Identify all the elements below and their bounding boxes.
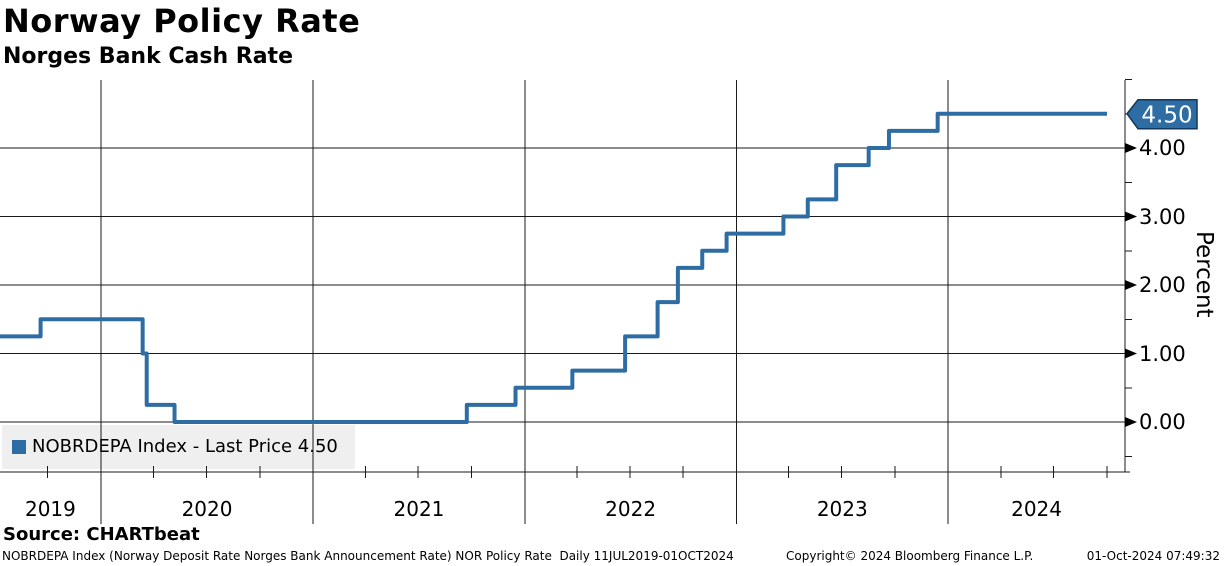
page-subtitle: Norges Bank Cash Rate: [3, 44, 293, 69]
legend-swatch-icon: [12, 440, 26, 454]
legend-label: NOBRDEPA Index - Last Price 4.50: [32, 436, 338, 457]
policy-rate-line: [0, 111, 1107, 424]
y-axis-tick-label: 0.00: [1139, 410, 1186, 434]
source-label: Source: CHARTbeat: [3, 524, 200, 545]
legend: NOBRDEPA Index - Last Price 4.50: [2, 425, 355, 469]
last-price-badge: [1126, 99, 1198, 130]
y-major-tick-arrow-icon: [1125, 348, 1137, 359]
x-axis-tick-label: 2019: [24, 497, 76, 521]
x-axis-tick-label: 2022: [605, 497, 657, 521]
x-axis-tick-label: 2021: [393, 497, 445, 521]
page-title: Norway Policy Rate: [3, 2, 361, 40]
y-major-tick-arrow-icon: [1125, 143, 1137, 153]
y-major-tick-arrow-icon: [1125, 211, 1137, 222]
footer-description: NOBRDEPA Index (Norway Deposit Rate Norg…: [2, 549, 734, 563]
y-axis-tick-label: 3.00: [1139, 204, 1186, 229]
x-axis-tick-label: 2023: [816, 497, 868, 521]
last-price-badge-label: 4.50: [1141, 102, 1192, 128]
y-axis-tick-label: 2.00: [1139, 273, 1186, 297]
y-axis-unit-label: Percent: [1191, 231, 1217, 318]
footer-timestamp: 01-Oct-2024 07:49:32: [1086, 549, 1220, 563]
footer-copyright: Copyright© 2024 Bloomberg Finance L.P.: [786, 549, 1034, 563]
x-axis-tick-label: 2020: [181, 497, 233, 521]
x-axis-tick-label: 2024: [1011, 497, 1062, 521]
y-major-tick-arrow-icon: [1125, 280, 1137, 290]
y-axis-tick-label: 4.00: [1139, 136, 1186, 160]
y-major-tick-arrow-icon: [1125, 417, 1137, 427]
y-axis-tick-label: 1.00: [1139, 341, 1186, 366]
